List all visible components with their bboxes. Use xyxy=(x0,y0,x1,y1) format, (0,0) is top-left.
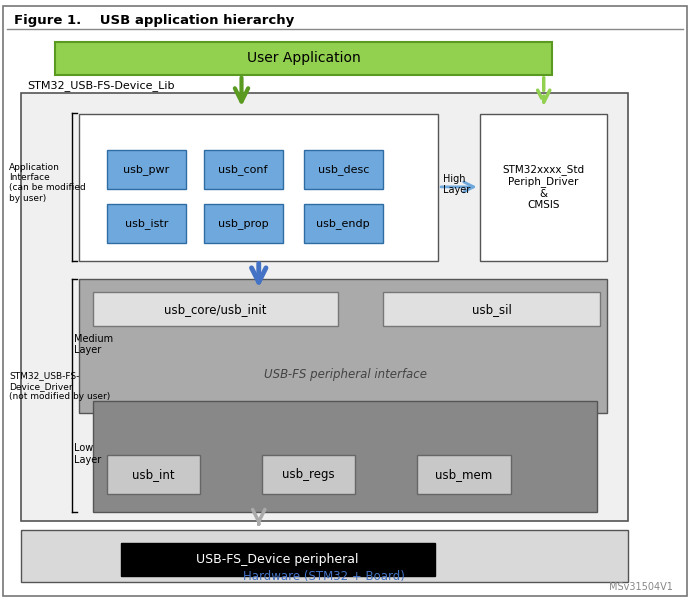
FancyBboxPatch shape xyxy=(79,114,438,261)
Text: usb_regs: usb_regs xyxy=(282,468,335,481)
FancyBboxPatch shape xyxy=(21,530,628,582)
FancyBboxPatch shape xyxy=(107,150,186,189)
Text: Application
Interface
(can be modified
by user): Application Interface (can be modified b… xyxy=(9,162,86,203)
Text: usb_prop: usb_prop xyxy=(218,217,268,229)
FancyBboxPatch shape xyxy=(21,93,628,521)
Text: usb_core/usb_init: usb_core/usb_init xyxy=(164,302,267,316)
FancyBboxPatch shape xyxy=(107,204,186,243)
Text: Low
Layer: Low Layer xyxy=(74,443,101,465)
Text: Figure 1.    USB application hierarchy: Figure 1. USB application hierarchy xyxy=(14,14,294,27)
FancyBboxPatch shape xyxy=(79,279,607,413)
Text: usb_istr: usb_istr xyxy=(125,217,168,229)
Text: User Application: User Application xyxy=(247,52,360,65)
FancyBboxPatch shape xyxy=(121,543,435,576)
Text: STM32xxxx_Std
Periph_Driver
&
CMSIS: STM32xxxx_Std Periph_Driver & CMSIS xyxy=(502,164,584,210)
Text: USB-FS peripheral interface: USB-FS peripheral interface xyxy=(264,368,426,381)
FancyBboxPatch shape xyxy=(417,455,511,494)
Text: High
Layer: High Layer xyxy=(443,174,470,195)
Text: usb_endp: usb_endp xyxy=(317,217,370,229)
Text: usb_pwr: usb_pwr xyxy=(124,164,170,175)
FancyBboxPatch shape xyxy=(304,204,383,243)
FancyBboxPatch shape xyxy=(262,455,355,494)
Text: usb_sil: usb_sil xyxy=(472,302,511,316)
FancyBboxPatch shape xyxy=(383,292,600,326)
Text: usb_int: usb_int xyxy=(132,468,175,481)
Text: usb_conf: usb_conf xyxy=(219,164,268,175)
Text: Hardware (STM32 + Board): Hardware (STM32 + Board) xyxy=(244,570,405,583)
FancyBboxPatch shape xyxy=(480,114,607,261)
FancyBboxPatch shape xyxy=(93,401,597,512)
Text: STM32_USB-FS-Device_Lib: STM32_USB-FS-Device_Lib xyxy=(28,80,175,90)
Text: Medium
Layer: Medium Layer xyxy=(74,334,113,355)
FancyBboxPatch shape xyxy=(107,455,200,494)
FancyBboxPatch shape xyxy=(304,150,383,189)
Text: STM32_USB-FS-
Device_Driver
(not modified by user): STM32_USB-FS- Device_Driver (not modifie… xyxy=(9,371,110,401)
Text: usb_desc: usb_desc xyxy=(317,164,369,175)
FancyBboxPatch shape xyxy=(55,42,552,75)
Text: USB-FS_Device peripheral: USB-FS_Device peripheral xyxy=(197,553,359,566)
FancyBboxPatch shape xyxy=(93,292,338,326)
Text: MSv31504V1: MSv31504V1 xyxy=(609,582,673,592)
FancyBboxPatch shape xyxy=(204,150,283,189)
FancyBboxPatch shape xyxy=(204,204,283,243)
Text: usb_mem: usb_mem xyxy=(435,468,493,481)
